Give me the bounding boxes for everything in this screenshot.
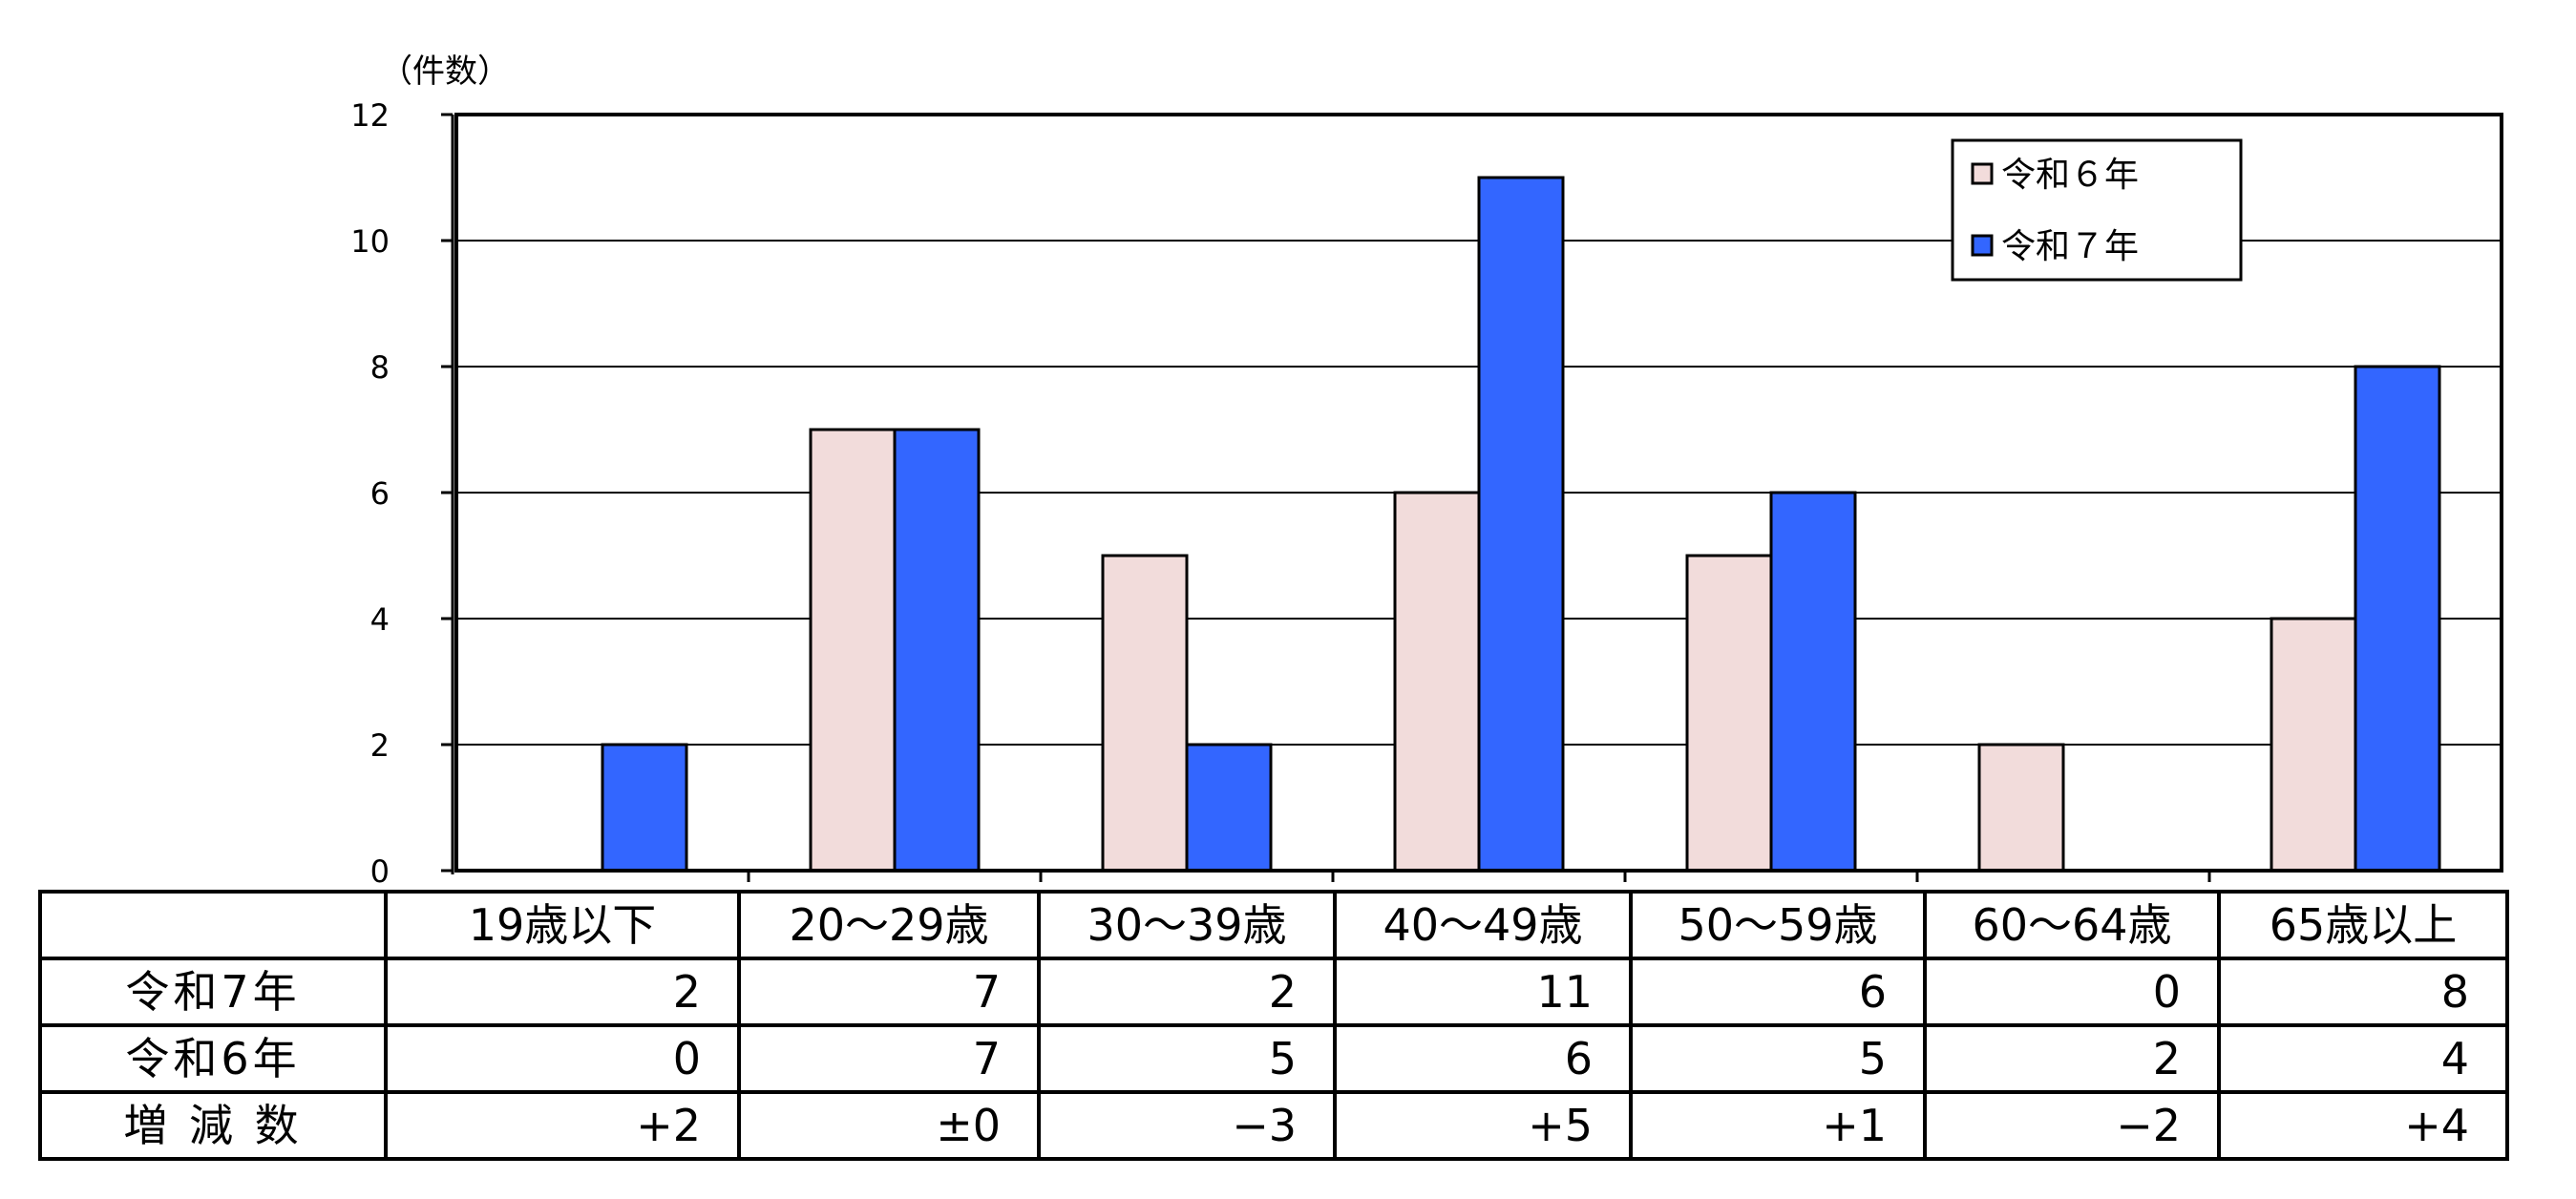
table-cell: 7 <box>737 1023 1041 1094</box>
table-cell: −2 <box>1923 1090 2221 1161</box>
table-cell: +4 <box>2217 1090 2509 1161</box>
table-cell: 11 <box>1333 957 1633 1027</box>
table-cell: 6 <box>1333 1023 1633 1094</box>
table-category-cell: 30～39歳 <box>1037 890 1337 960</box>
table-corner-cell <box>38 890 388 960</box>
y-tick-label: 12 <box>350 97 390 134</box>
table-row-label: 令和7年 <box>38 957 388 1027</box>
plot-area-border <box>454 113 2503 873</box>
y-tick-label: 4 <box>370 601 390 638</box>
bar-r7 <box>1769 491 1857 873</box>
table-row-r7: 令和7年 2 7 2 11 6 0 8 <box>38 957 2509 1027</box>
table-cell: 5 <box>1037 1023 1337 1094</box>
legend-box <box>1951 138 2243 282</box>
table-cell: 2 <box>1037 957 1337 1027</box>
legend-label-r7: 令和７年 <box>2001 227 2139 266</box>
bar-r6 <box>809 428 897 873</box>
bar-r7 <box>2354 365 2441 873</box>
table-row-diff: 増 減 数 +2 ±0 −3 +5 +1 −2 +4 <box>38 1090 2509 1161</box>
table-cell: 8 <box>2217 957 2509 1027</box>
legend: 令和６年 令和７年 <box>1951 138 2243 282</box>
table-cell: 6 <box>1629 957 1927 1027</box>
bar-r7 <box>1477 176 1565 873</box>
y-tick-label: 6 <box>370 475 390 512</box>
table-cell: 0 <box>384 1023 741 1094</box>
y-tick-label: 10 <box>350 223 390 260</box>
table-category-cell: 19歳以下 <box>384 890 741 960</box>
y-tick-label: 0 <box>370 853 390 890</box>
legend-swatch-r6 <box>1971 162 1994 185</box>
bar-r7 <box>893 428 981 873</box>
table-cell: +1 <box>1629 1090 1927 1161</box>
table-cell: 2 <box>384 957 741 1027</box>
table-category-cell: 40～49歳 <box>1333 890 1633 960</box>
table-cell: ±0 <box>737 1090 1041 1161</box>
table-row-label: 増 減 数 <box>38 1090 388 1161</box>
bar-r7 <box>1185 743 1273 873</box>
bar-r6 <box>2270 617 2357 873</box>
table-cell: +5 <box>1333 1090 1633 1161</box>
table-category-cell: 50～59歳 <box>1629 890 1927 960</box>
table-cell: 4 <box>2217 1023 2509 1094</box>
table-category-cell: 20～29歳 <box>737 890 1041 960</box>
table-row-label: 令和6年 <box>38 1023 388 1094</box>
table-row-r6: 令和6年 0 7 5 6 5 2 4 <box>38 1023 2509 1094</box>
legend-swatch-r7 <box>1971 234 1994 257</box>
y-axis-unit-label: （件数） <box>380 53 510 91</box>
table-category-cell: 65歳以上 <box>2217 890 2509 960</box>
data-table: 19歳以下 20～29歳 30～39歳 40～49歳 50～59歳 60～64歳… <box>38 890 2509 1161</box>
table-category-cell: 60～64歳 <box>1923 890 2221 960</box>
bar-r6 <box>1685 554 1773 873</box>
table-cell: 0 <box>1923 957 2221 1027</box>
bar-r6 <box>1393 491 1481 873</box>
table-cell: 7 <box>737 957 1041 1027</box>
table-cell: −3 <box>1037 1090 1337 1161</box>
y-axis-ticks: 0 2 4 6 8 10 12 <box>350 97 2211 890</box>
legend-label-r6: 令和６年 <box>2001 156 2139 195</box>
y-tick-label: 2 <box>370 727 390 764</box>
bar-r6 <box>1977 743 2065 873</box>
table-header-row: 19歳以下 20～29歳 30～39歳 40～49歳 50～59歳 60～64歳… <box>38 890 2509 960</box>
table-cell: +2 <box>384 1090 741 1161</box>
y-tick-label: 8 <box>370 349 390 386</box>
table-cell: 2 <box>1923 1023 2221 1094</box>
bar-r7 <box>601 743 688 873</box>
table-cell: 5 <box>1629 1023 1927 1094</box>
bar-r6 <box>1101 554 1189 873</box>
bars <box>601 176 2441 873</box>
